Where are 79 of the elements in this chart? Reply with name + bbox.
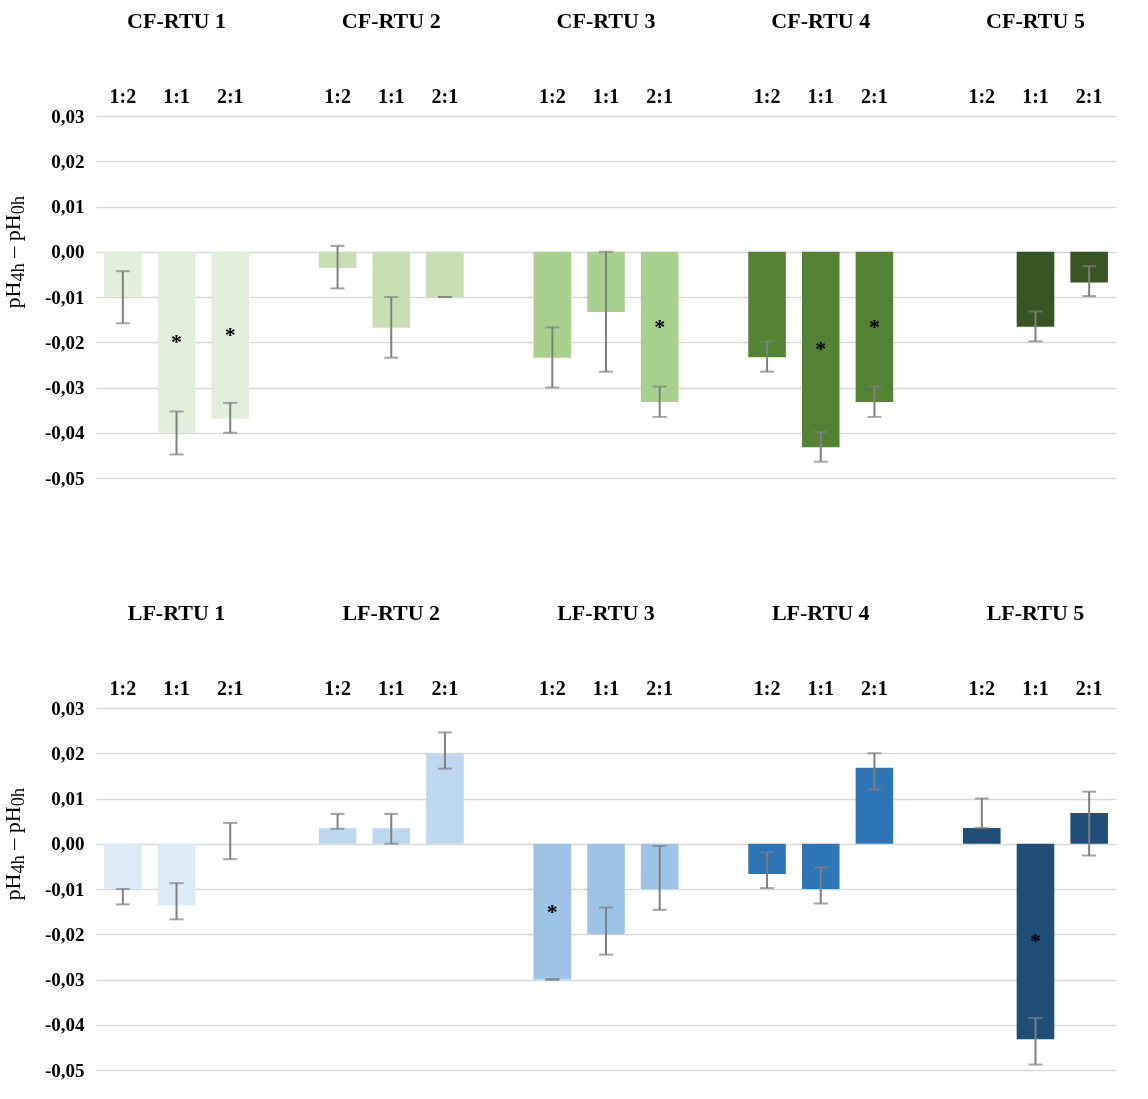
bar [855, 767, 894, 844]
y-tick-label: -0,05 [44, 1059, 85, 1081]
y-tick-label: -0,02 [44, 923, 85, 945]
x-tick-label: 2:1 [216, 676, 244, 699]
y-tick-label: 0,01 [51, 196, 85, 217]
x-tick-label: 2:1 [861, 676, 888, 699]
x-tick-label: 1:2 [109, 676, 137, 699]
bar [748, 843, 786, 875]
x-tick-label: 1:1 [1022, 84, 1049, 107]
data-label: * [224, 322, 236, 348]
bar [640, 843, 679, 889]
data-label: * [868, 313, 880, 339]
x-tick-label: 2:1 [216, 84, 244, 107]
text: CF-RTU 1 [127, 8, 226, 33]
bar [1070, 812, 1108, 844]
x-tick-label: 2:1 [431, 676, 459, 699]
y-tick-label: -0,02 [44, 331, 85, 353]
x-tick-label: 1:2 [968, 676, 996, 699]
x-tick-label: 1:1 [377, 676, 405, 699]
x-tick-label: 1:1 [592, 84, 620, 107]
x-tick-label: 1:1 [377, 84, 405, 107]
y-tick-label: -0,01 [44, 286, 85, 308]
x-tick-label: 1:2 [753, 84, 781, 107]
data-label: * [546, 898, 558, 924]
x-tick-label: 2:1 [646, 676, 674, 699]
text: CF-RTU 2 [341, 8, 441, 33]
x-tick-label: 2:1 [1075, 676, 1103, 699]
data-label: * [654, 313, 666, 339]
y-tick-label: 0,02 [51, 742, 85, 764]
x-tick-label: 2:1 [1075, 84, 1103, 107]
x-tick-label: 2:1 [431, 84, 459, 107]
y-tick-label: -0,05 [44, 467, 85, 489]
bar [801, 843, 840, 889]
x-tick-label: 1:2 [324, 84, 351, 107]
x-tick-label: 1:2 [538, 84, 566, 107]
x-tick-label: 1:1 [807, 84, 835, 107]
x-tick-label: 1:2 [324, 676, 351, 699]
bar [963, 827, 1001, 844]
x-tick-label: 1:1 [592, 676, 620, 699]
bar [533, 843, 572, 980]
text: CF-RTU 4 [771, 8, 871, 33]
bar [157, 843, 196, 906]
bar [104, 843, 142, 889]
y-tick-label: 0,00 [51, 241, 85, 263]
y-tick-label: 0,01 [51, 788, 85, 809]
bar [318, 828, 357, 844]
x-tick-label: 1:1 [807, 676, 835, 699]
x-tick-label: 2:1 [646, 84, 674, 107]
text: CF-RTU 3 [556, 8, 656, 33]
x-tick-label: 2:1 [861, 84, 888, 107]
y-tick-label: -0,03 [44, 377, 85, 398]
y-tick-label: -0,04 [44, 1014, 85, 1036]
bar [372, 828, 411, 844]
bar [426, 753, 464, 844]
bar [587, 843, 625, 935]
x-tick-label: 1:2 [538, 676, 566, 699]
y-tick-label: 0,03 [51, 105, 85, 127]
x-tick-label: 1:1 [1022, 676, 1049, 699]
x-tick-label: 1:2 [753, 676, 781, 699]
y-tick-label: -0,04 [44, 422, 85, 444]
y-tick-label: 0,00 [51, 833, 85, 855]
text: CF-RTU 5 [986, 8, 1085, 33]
data-label: * [171, 329, 183, 355]
text: LF-RTU 4 [771, 600, 870, 625]
y-tick-label: -0,03 [44, 969, 85, 990]
data-label: * [1029, 928, 1041, 954]
text: LF-RTU 5 [986, 600, 1085, 625]
text: LF-RTU 3 [557, 600, 655, 625]
text: LF-RTU 1 [127, 600, 226, 625]
x-tick-label: 1:1 [163, 84, 190, 107]
bar [1016, 843, 1055, 1040]
y-tick-label: 0,03 [51, 697, 85, 719]
y-tick-label: -0,01 [44, 878, 85, 900]
x-tick-label: 1:2 [109, 84, 137, 107]
x-tick-label: 1:2 [968, 84, 996, 107]
y-tick-label: 0,02 [51, 150, 85, 172]
text: LF-RTU 2 [342, 600, 441, 625]
x-tick-label: 1:1 [163, 676, 190, 699]
data-label: * [815, 336, 827, 362]
